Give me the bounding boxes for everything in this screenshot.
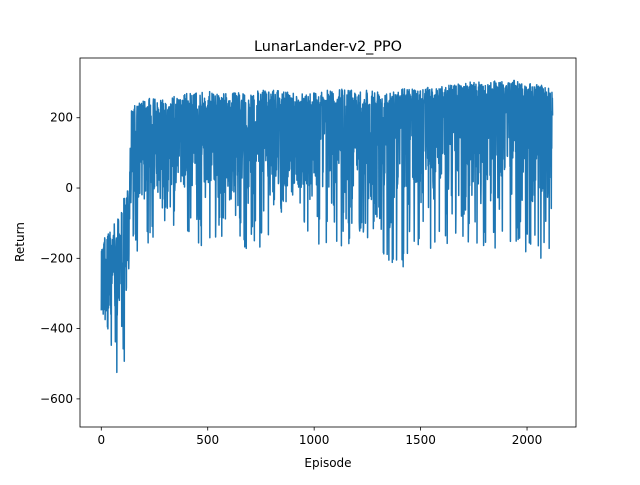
x-tick-label: 1500: [405, 433, 436, 447]
chart-title: LunarLander-v2_PPO: [254, 39, 402, 55]
x-tick-label: 0: [97, 433, 105, 447]
x-tick-label: 2000: [512, 433, 543, 447]
y-tick-label: −200: [40, 251, 73, 265]
x-tick-label: 500: [196, 433, 219, 447]
y-tick-label: 0: [65, 181, 73, 195]
y-tick-label: 200: [50, 111, 73, 125]
y-axis-label: Return: [13, 222, 27, 262]
y-tick-label: −600: [40, 392, 73, 406]
x-tick-label: 1000: [299, 433, 330, 447]
y-tick-label: −400: [40, 322, 73, 336]
x-axis-label: Episode: [304, 456, 351, 470]
